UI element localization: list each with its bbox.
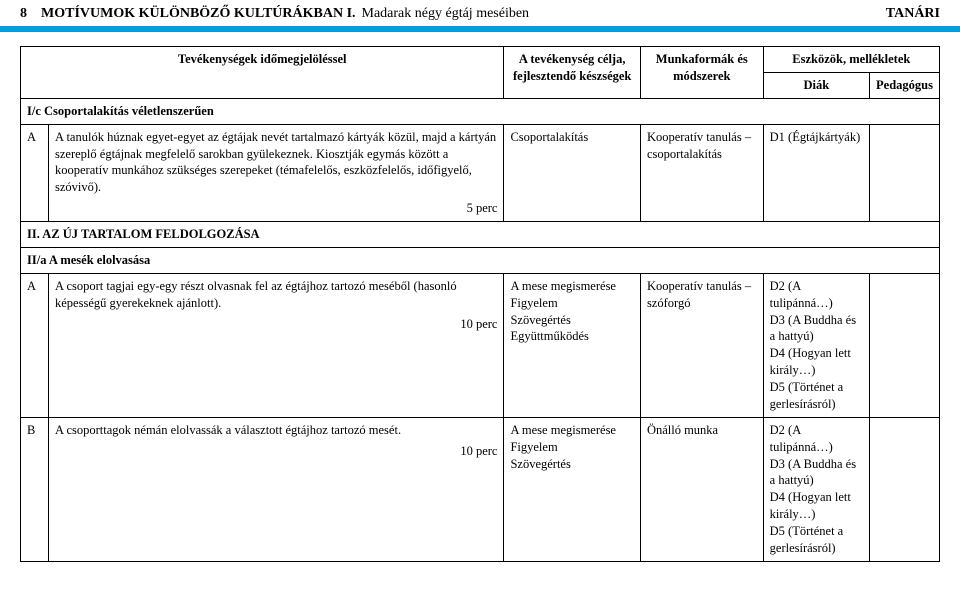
row-diak: D2 (A tulipánná…) D3 (A Buddha és a hatt… [763, 417, 869, 561]
accent-bar [0, 26, 960, 32]
page-number: 8 [20, 6, 27, 22]
col-tools: Eszközök, mellékletek [763, 47, 939, 73]
row-ped [870, 417, 940, 561]
col-pedagogus: Pedagógus [870, 72, 940, 98]
row-marker: A [21, 273, 49, 417]
row-diak: D1 (Égtájkártyák) [763, 124, 869, 221]
row-timing: 10 perc [55, 316, 497, 333]
row-goal: Csoportalakítás [504, 124, 640, 221]
row-activity: A csoport tagjai egy-egy részt olvasnak … [55, 279, 457, 310]
row-marker: B [21, 417, 49, 561]
row-diak: D2 (A tulipánná…) D3 (A Buddha és a hatt… [763, 273, 869, 417]
section-1: I/c Csoportalakítás véletlenszerűen [21, 98, 940, 124]
table-row: B A csoporttagok némán elolvassák a vála… [21, 417, 940, 561]
section-3: II/a A mesék elolvasása [21, 247, 940, 273]
col-activities: Tevékenységek időmegjelöléssel [21, 47, 504, 99]
section-3-title: II/a A mesék elolvasása [21, 247, 940, 273]
row-activity-cell: A csoport tagjai egy-egy részt olvasnak … [49, 273, 504, 417]
row-goal: A mese megismerése Figyelem Szövegértés [504, 417, 640, 561]
row-goal: A mese megismerése Figyelem Szövegértés … [504, 273, 640, 417]
row-marker: A [21, 124, 49, 221]
section-2: II. Az új tartalom feldolgozása [21, 222, 940, 248]
page-header: 8 Motívumok különböző kultúrákban I. Mad… [0, 0, 960, 26]
header-subtitle: Madarak négy égtáj meséiben [362, 6, 530, 22]
row-ped [870, 273, 940, 417]
row-activity-cell: A tanulók húznak egyet-egyet az égtájak … [49, 124, 504, 221]
row-timing: 5 perc [55, 200, 497, 217]
table-head-row1: Tevékenységek időmegjelöléssel A tevéken… [21, 47, 940, 73]
section-2-title: II. Az új tartalom feldolgozása [21, 222, 940, 248]
row-form: Kooperatív tanulás – szóforgó [640, 273, 763, 417]
row-timing: 10 perc [55, 443, 497, 460]
row-activity: A tanulók húznak egyet-egyet az égtájak … [55, 130, 496, 195]
lesson-table: Tevékenységek időmegjelöléssel A tevéken… [20, 46, 940, 562]
col-form: Munkaformák és módszerek [640, 47, 763, 99]
table-row: A A csoport tagjai egy-egy részt olvasna… [21, 273, 940, 417]
row-ped [870, 124, 940, 221]
row-form: Kooperatív tanulás – csoportalakítás [640, 124, 763, 221]
col-goal: A tevékenység célja, fejlesztendő készsé… [504, 47, 640, 99]
row-activity: A csoporttagok némán elolvassák a válasz… [55, 423, 401, 437]
col-diak: Diák [763, 72, 869, 98]
header-title: Motívumok különböző kultúrákban I. [41, 6, 356, 22]
section-2-text: II. Az új tartalom feldolgozása [27, 227, 260, 241]
row-form: Önálló munka [640, 417, 763, 561]
section-1-title: I/c Csoportalakítás véletlenszerűen [21, 98, 940, 124]
header-right: Tanári [886, 6, 940, 22]
row-activity-cell: A csoporttagok némán elolvassák a válasz… [49, 417, 504, 561]
table-row: A A tanulók húznak egyet-egyet az égtája… [21, 124, 940, 221]
